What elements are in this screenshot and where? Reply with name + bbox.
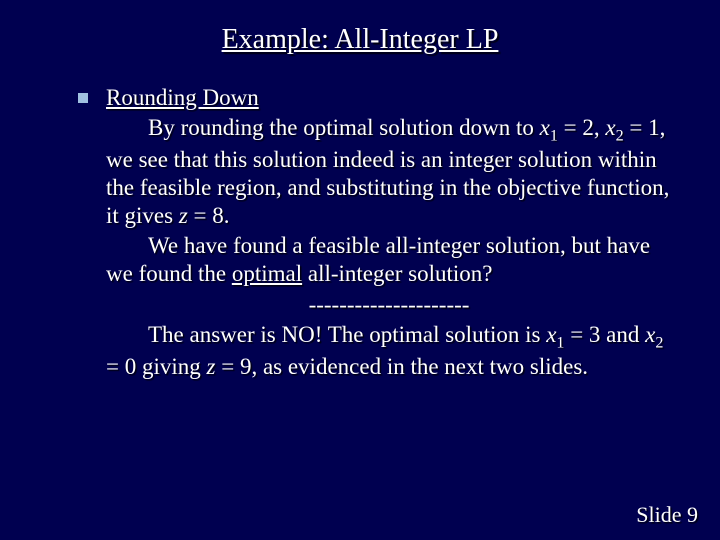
slide-container: Example: All-Integer LP Rounding Down By…	[0, 0, 720, 540]
sub-2a: 2	[616, 128, 624, 145]
content-row: Rounding Down By rounding the optimal so…	[48, 84, 672, 383]
sub-1a: 1	[550, 128, 558, 145]
paragraph-1: By rounding the optimal solution down to…	[106, 114, 672, 230]
paragraph-2: We have found a feasible all-integer sol…	[106, 232, 672, 288]
var-z1: z	[179, 203, 188, 228]
separator-dashes: ---------------------	[106, 291, 672, 319]
var-x1: x	[540, 115, 550, 140]
p1-text-d: = 8.	[188, 203, 230, 228]
p2-optimal: optimal	[232, 261, 302, 286]
p3-text-b: = 3 and	[564, 322, 645, 347]
bullet-square-icon	[78, 93, 88, 103]
p3-text-d: = 9, as evidenced in the next two slides…	[215, 354, 588, 379]
p2-text-b: all-integer solution?	[302, 261, 492, 286]
slide-footer: Slide 9	[636, 502, 698, 528]
p3-text-c: = 0 giving	[106, 354, 207, 379]
p3-text-a: The answer is NO! The optimal solution i…	[148, 322, 546, 347]
slide-title: Example: All-Integer LP	[48, 24, 672, 56]
var-x2b: x	[645, 322, 655, 347]
p1-text-a: By rounding the optimal solution down to	[148, 115, 540, 140]
section-heading: Rounding Down	[106, 84, 672, 112]
var-x2: x	[605, 115, 615, 140]
sub-2b: 2	[655, 334, 663, 351]
footer-number: 9	[687, 502, 698, 527]
var-x1b: x	[546, 322, 556, 347]
body-text: Rounding Down By rounding the optimal so…	[106, 84, 672, 383]
p1-text-b: = 2,	[558, 115, 605, 140]
footer-label: Slide	[636, 502, 681, 527]
paragraph-3: The answer is NO! The optimal solution i…	[106, 321, 672, 381]
